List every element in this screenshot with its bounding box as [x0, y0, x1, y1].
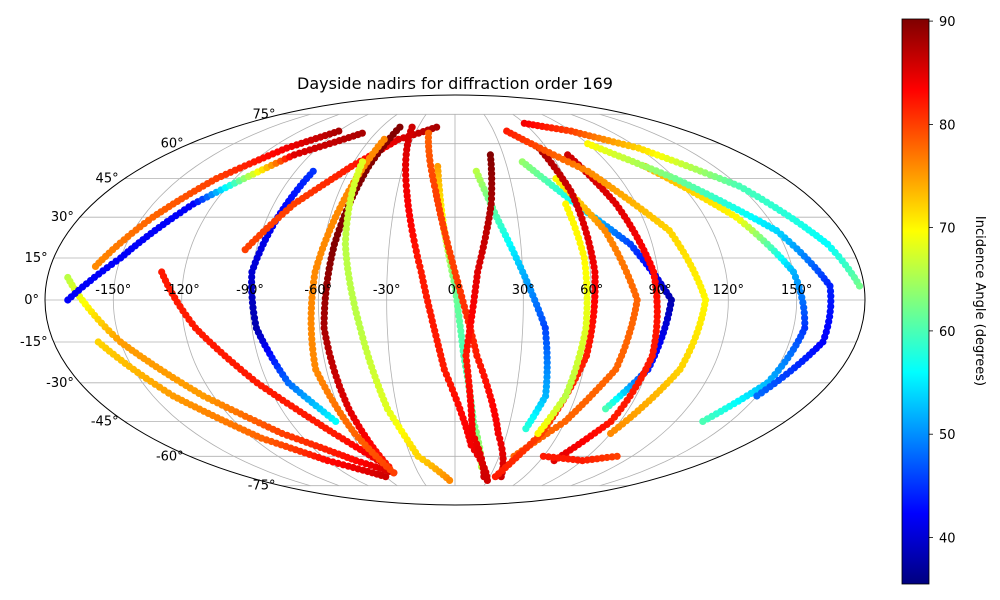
nadir-point — [534, 429, 542, 438]
longitude-tick-label: -30° — [373, 283, 401, 298]
colorbar-tick-label: 80 — [939, 118, 956, 133]
nadir-point — [402, 176, 410, 184]
colorbar-tick-label: 70 — [939, 222, 956, 237]
longitude-tick-label: -150° — [95, 283, 131, 298]
colorbar-tick-label: 60 — [939, 325, 956, 340]
nadir-point — [591, 288, 599, 296]
longitude-tick-label: 30° — [512, 283, 535, 298]
tick-labels: -150° -120° -90° -60° -30° 0° 30° 60° 90° 120° 150… — [20, 107, 812, 493]
nadir-point — [602, 405, 610, 413]
nadir-point — [402, 182, 410, 190]
longitude-tick-label: -90° — [236, 283, 264, 298]
nadir-point — [248, 288, 256, 296]
nadir-point — [446, 476, 454, 484]
nadir-point — [308, 289, 316, 297]
colorbar-tick-label: 40 — [939, 532, 956, 547]
colorbar — [901, 18, 930, 585]
nadir-point — [307, 330, 316, 338]
nadir-point — [342, 230, 350, 238]
nadir-point — [583, 294, 591, 302]
longitude-tick-label: -120° — [164, 283, 200, 298]
nadir-point — [307, 325, 315, 333]
nadir-point — [826, 287, 835, 295]
latitude-tick-label: -15° — [20, 335, 48, 350]
nadir-point — [308, 294, 316, 302]
latitude-tick-label: -30° — [46, 376, 74, 391]
colorbar-tick-label: 90 — [939, 15, 956, 30]
nadir-point — [801, 314, 809, 322]
colorbar-tick-label: 50 — [939, 428, 956, 443]
nadir-point — [827, 292, 835, 300]
nadir-point — [402, 161, 410, 169]
nadir-point — [488, 185, 496, 193]
colorbar-label: Incidence Angle (degrees) — [972, 216, 987, 386]
colorbar-ticks: 40 50 60 70 80 90 — [929, 15, 956, 547]
nadir-point — [332, 417, 340, 425]
longitude-tick-label: 0° — [448, 283, 463, 298]
nadir-point — [307, 309, 315, 317]
nadir-point — [248, 293, 256, 301]
nadir-point — [800, 309, 808, 317]
nadir-point — [583, 289, 591, 297]
nadir-point — [390, 469, 398, 477]
latitude-tick-label: -45° — [91, 414, 119, 429]
nadir-point — [248, 283, 256, 291]
nadir-point — [308, 299, 316, 307]
latitude-tick-label: 45° — [96, 172, 119, 187]
latitude-tick-label: 15° — [25, 251, 48, 266]
nadir-point — [607, 429, 615, 438]
nadir-point — [583, 309, 591, 317]
nadir-point — [335, 127, 343, 135]
longitude-tick-label: 60° — [580, 283, 603, 298]
longitude-tick-label: 120° — [713, 283, 744, 298]
nadir-point — [248, 273, 256, 281]
map-boundary — [44, 94, 866, 506]
nadir-point — [583, 284, 591, 292]
latitude-tick-label: -75° — [248, 479, 276, 494]
nadir-point — [491, 473, 499, 481]
latitude-tick-label: 75° — [252, 107, 275, 122]
latitude-tick-label: 30° — [51, 210, 74, 225]
latitude-tick-label: 60° — [161, 137, 184, 152]
nadir-point — [827, 297, 835, 305]
nadir-point — [307, 304, 315, 312]
latitude-tick-label: -60° — [156, 449, 184, 464]
nadir-point — [480, 473, 488, 481]
nadir-point — [358, 129, 366, 137]
nadir-point — [308, 335, 316, 343]
nadir-point — [433, 123, 441, 131]
nadir-point — [307, 314, 315, 323]
nadir-point — [591, 278, 599, 286]
longitude-tick-label: 90° — [648, 283, 671, 298]
nadir-point — [488, 175, 496, 183]
nadir-point — [402, 156, 410, 164]
nadir-point — [402, 171, 410, 179]
nadir-point — [309, 283, 317, 291]
nadir-point — [753, 392, 761, 400]
nadir-point — [487, 195, 496, 203]
latitude-tick-label: 0° — [24, 293, 39, 308]
nadir-point — [855, 282, 864, 290]
longitude-tick-label: -60° — [304, 283, 332, 298]
chart-title: Dayside nadirs for diffraction order 169 — [297, 74, 613, 93]
nadir-point — [248, 278, 256, 286]
nadir-point — [402, 166, 410, 174]
nadir-point — [699, 417, 707, 425]
nadir-point — [653, 303, 661, 311]
nadir-point — [801, 319, 809, 327]
nadir-point — [488, 190, 496, 198]
points-layer — [64, 119, 864, 484]
nadir-point — [342, 235, 350, 243]
nadir-point — [613, 452, 621, 460]
nadir-point — [488, 180, 496, 188]
longitude-tick-label: 150° — [781, 283, 812, 298]
nadir-point — [522, 425, 530, 433]
nadir-point — [307, 320, 315, 328]
nadir-point — [583, 299, 591, 307]
nadir-point — [382, 473, 390, 481]
